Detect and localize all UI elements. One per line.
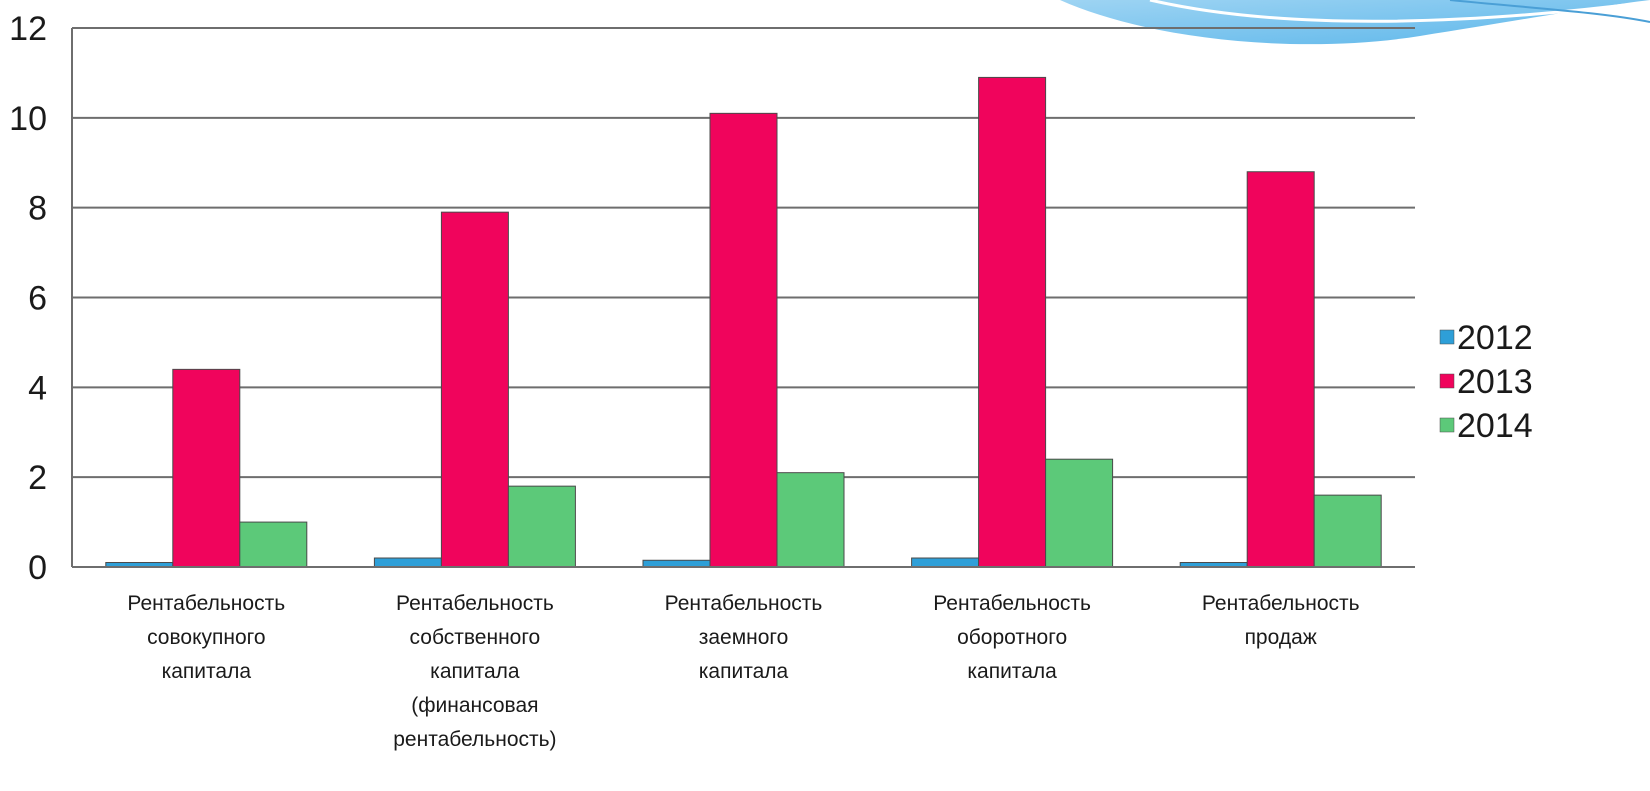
x-tick-label: собственного (410, 626, 541, 649)
bar-2014-2 (507, 485, 576, 568)
bar-2014-5 (1313, 494, 1382, 568)
decorative-swoosh (1060, 0, 1650, 45)
bar-2013-1 (172, 368, 241, 568)
y-tick-label: 0 (28, 549, 47, 587)
y-tick-label: 12 (9, 10, 47, 48)
x-tick-label: Рентабельность (127, 592, 285, 615)
bar-2014-1 (239, 521, 308, 568)
y-tick-label: 8 (28, 190, 47, 228)
y-tick-label: 2 (28, 459, 47, 497)
x-tick-label: рентабельность) (393, 728, 556, 751)
y-tick-label: 10 (9, 100, 47, 138)
bar-2014-4 (1045, 458, 1114, 568)
bar-2013-5 (1246, 171, 1315, 568)
bar-2012-2 (373, 557, 442, 568)
bar-2013-3 (709, 112, 778, 568)
x-axis: Рентабельность совокупного капитала Рентабе… (72, 566, 1415, 751)
legend-label-2012: 2012 (1457, 319, 1533, 357)
legend-swatch-2014 (1439, 417, 1455, 433)
x-tick-label: капитала (967, 660, 1057, 683)
x-tick-label: капитала (162, 660, 252, 683)
bars (105, 76, 1382, 568)
bar-2013-4 (978, 76, 1047, 568)
y-tick-label: 4 (28, 369, 47, 407)
x-tick-label: оборотного (957, 626, 1067, 649)
x-tick-label: (финансовая (411, 694, 538, 717)
x-tick-label: Рентабельность (933, 592, 1091, 615)
legend-swatch-2013 (1439, 373, 1455, 389)
x-tick-label: Рентабельность (665, 592, 823, 615)
legend-label-2014: 2014 (1457, 407, 1533, 445)
legend: 2012 2013 2014 (1439, 319, 1533, 445)
x-tick-label: капитала (430, 660, 520, 683)
legend-swatch-2012 (1439, 329, 1455, 345)
bar-2012-4 (911, 557, 980, 568)
legend-label-2013: 2013 (1457, 363, 1533, 401)
x-tick-label: заемного (699, 626, 789, 649)
x-tick-label: Рентабельность (396, 592, 554, 615)
x-tick-label: капитала (699, 660, 789, 683)
x-tick-label: Рентабельность (1202, 592, 1360, 615)
y-axis: 0 2 4 6 8 10 12 (9, 10, 73, 587)
bar-2012-3 (642, 559, 711, 568)
y-tick-label: 6 (28, 280, 47, 318)
x-tick-label: продаж (1245, 626, 1317, 649)
bar-2014-3 (776, 472, 845, 568)
bar-2013-2 (440, 211, 509, 568)
x-tick-label: совокупного (147, 626, 265, 649)
